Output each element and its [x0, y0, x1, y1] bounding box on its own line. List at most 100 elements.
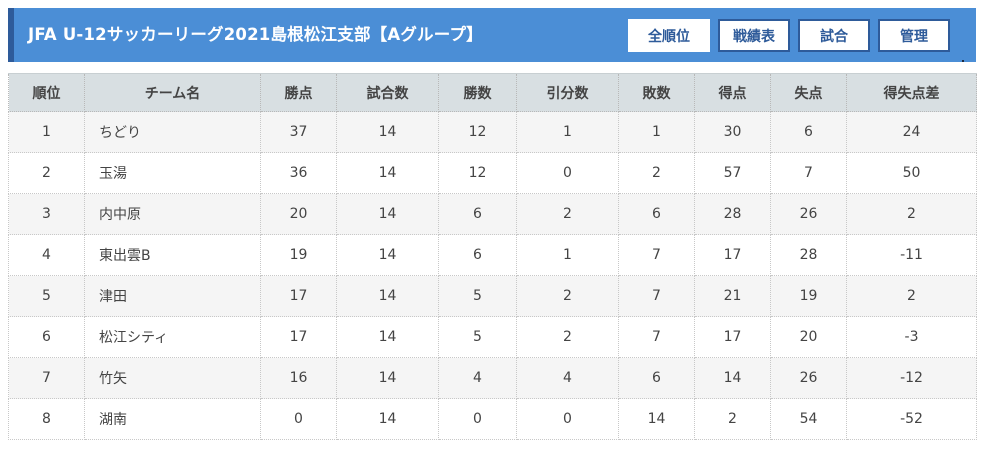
cell-wins: 5 — [438, 316, 517, 358]
cell-goals-against: 19 — [770, 275, 847, 317]
header-nav: 全順位 戦績表 試合 管理 — [628, 19, 950, 52]
cell-goal-difference: -52 — [846, 398, 977, 440]
cell-losses: 7 — [618, 234, 695, 276]
cell-draws: 2 — [516, 275, 619, 317]
cell-points: 17 — [260, 316, 337, 358]
cell-points: 16 — [260, 357, 337, 399]
cell-goal-difference: 2 — [846, 193, 977, 235]
cell-points: 19 — [260, 234, 337, 276]
table-row: 3 内中原 20 14 6 2 6 28 26 2 — [8, 193, 977, 235]
cell-played: 14 — [336, 234, 439, 276]
cell-played: 14 — [336, 316, 439, 358]
cell-goals-against: 20 — [770, 316, 847, 358]
table-row: 4 東出雲B 19 14 6 1 7 17 28 -11 — [8, 234, 977, 276]
results-table-button[interactable]: 戦績表 — [718, 19, 790, 52]
cell-played: 14 — [336, 398, 439, 440]
cell-wins: 12 — [438, 111, 517, 153]
cell-played: 14 — [336, 357, 439, 399]
cell-points: 20 — [260, 193, 337, 235]
cell-goals-for: 14 — [694, 357, 771, 399]
cell-draws: 1 — [516, 234, 619, 276]
cell-played: 14 — [336, 275, 439, 317]
cell-goals-against: 26 — [770, 357, 847, 399]
cell-draws: 4 — [516, 357, 619, 399]
cell-rank: 6 — [8, 316, 85, 358]
cell-losses: 6 — [618, 357, 695, 399]
cell-draws: 2 — [516, 316, 619, 358]
cell-draws: 0 — [516, 398, 619, 440]
cell-goals-against: 6 — [770, 111, 847, 153]
cell-team: 津田 — [84, 275, 261, 317]
column-header-goals-against: 失点 — [770, 73, 847, 112]
column-header-goal-difference: 得失点差 — [846, 73, 977, 112]
cell-goals-for: 30 — [694, 111, 771, 153]
column-header-rank: 順位 — [8, 73, 85, 112]
cell-draws: 2 — [516, 193, 619, 235]
cell-points: 0 — [260, 398, 337, 440]
cell-losses: 14 — [618, 398, 695, 440]
cell-played: 14 — [336, 152, 439, 194]
cell-played: 14 — [336, 111, 439, 153]
cell-team: 松江シティ — [84, 316, 261, 358]
table-row: 1 ちどり 37 14 12 1 1 30 6 24 — [8, 111, 977, 153]
cell-goal-difference: -12 — [846, 357, 977, 399]
cell-team: 内中原 — [84, 193, 261, 235]
cell-points: 17 — [260, 275, 337, 317]
table-row: 5 津田 17 14 5 2 7 21 19 2 — [8, 275, 977, 317]
table-row: 6 松江シティ 17 14 5 2 7 17 20 -3 — [8, 316, 977, 358]
cell-team: 東出雲B — [84, 234, 261, 276]
cell-losses: 7 — [618, 316, 695, 358]
cell-goals-for: 2 — [694, 398, 771, 440]
header-dot — [962, 60, 964, 62]
cell-goal-difference: 24 — [846, 111, 977, 153]
cell-wins: 5 — [438, 275, 517, 317]
column-header-losses: 敗数 — [618, 73, 695, 112]
column-header-points: 勝点 — [260, 73, 337, 112]
column-header-played: 試合数 — [336, 73, 439, 112]
cell-points: 37 — [260, 111, 337, 153]
cell-goal-difference: -11 — [846, 234, 977, 276]
cell-goals-against: 26 — [770, 193, 847, 235]
cell-goals-for: 17 — [694, 234, 771, 276]
cell-goal-difference: 2 — [846, 275, 977, 317]
cell-draws: 0 — [516, 152, 619, 194]
cell-rank: 5 — [8, 275, 85, 317]
cell-rank: 7 — [8, 357, 85, 399]
cell-goals-against: 7 — [770, 152, 847, 194]
cell-losses: 2 — [618, 152, 695, 194]
cell-team: 玉湯 — [84, 152, 261, 194]
admin-button[interactable]: 管理 — [878, 19, 950, 52]
cell-losses: 1 — [618, 111, 695, 153]
cell-rank: 8 — [8, 398, 85, 440]
cell-wins: 6 — [438, 234, 517, 276]
cell-rank: 1 — [8, 111, 85, 153]
cell-rank: 3 — [8, 193, 85, 235]
cell-team: 湖南 — [84, 398, 261, 440]
cell-wins: 4 — [438, 357, 517, 399]
cell-goals-against: 28 — [770, 234, 847, 276]
cell-goals-against: 54 — [770, 398, 847, 440]
column-header-wins: 勝数 — [438, 73, 517, 112]
cell-goals-for: 21 — [694, 275, 771, 317]
all-rankings-button[interactable]: 全順位 — [628, 19, 710, 52]
cell-rank: 4 — [8, 234, 85, 276]
cell-points: 36 — [260, 152, 337, 194]
league-title: JFA U-12サッカーリーグ2021島根松江支部【Aグループ】 — [28, 25, 483, 44]
cell-team: 竹矢 — [84, 357, 261, 399]
cell-team: ちどり — [84, 111, 261, 153]
matches-button[interactable]: 試合 — [798, 19, 870, 52]
cell-goal-difference: -3 — [846, 316, 977, 358]
cell-wins: 6 — [438, 193, 517, 235]
column-header-goals-for: 得点 — [694, 73, 771, 112]
cell-losses: 6 — [618, 193, 695, 235]
league-header: JFA U-12サッカーリーグ2021島根松江支部【Aグループ】 全順位 戦績表… — [8, 8, 976, 62]
table-row: 8 湖南 0 14 0 0 14 2 54 -52 — [8, 398, 977, 440]
cell-wins: 0 — [438, 398, 517, 440]
cell-played: 14 — [336, 193, 439, 235]
cell-goal-difference: 50 — [846, 152, 977, 194]
cell-wins: 12 — [438, 152, 517, 194]
cell-goals-for: 28 — [694, 193, 771, 235]
cell-losses: 7 — [618, 275, 695, 317]
cell-draws: 1 — [516, 111, 619, 153]
cell-goals-for: 17 — [694, 316, 771, 358]
